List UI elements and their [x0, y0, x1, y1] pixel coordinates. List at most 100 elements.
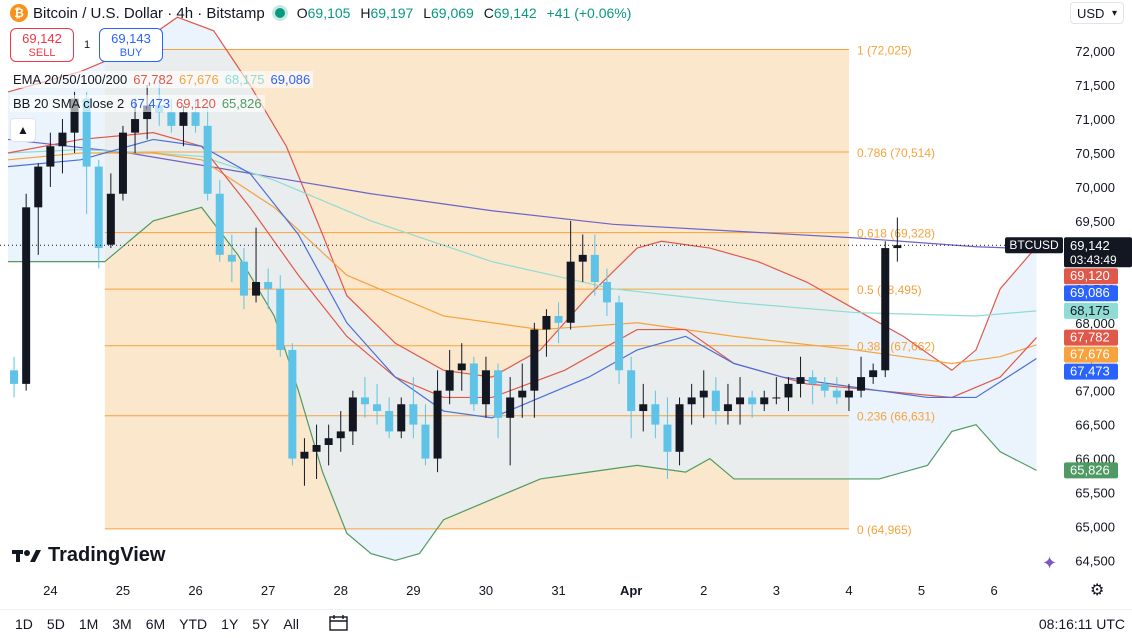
- candle-body: [300, 451, 309, 459]
- fib-label-0.382: 0.382 (67,662): [857, 340, 935, 354]
- candle-40: [494, 363, 503, 439]
- candle-30: [373, 383, 382, 425]
- candle-63: [772, 377, 781, 405]
- candle-body: [409, 404, 418, 425]
- bb-legend[interactable]: BB 20 SMA close 2 67,473 69,120 65,826: [10, 95, 265, 112]
- candle-72: [881, 241, 890, 378]
- candle-60: [736, 377, 745, 425]
- range-1m[interactable]: 1M: [78, 616, 99, 632]
- x-tick-label: 30: [479, 583, 493, 598]
- candle-43: [530, 322, 539, 418]
- candle-body: [421, 424, 430, 459]
- candle-42: [518, 363, 527, 418]
- candle-59: [723, 383, 732, 425]
- candle-body: [58, 132, 67, 147]
- candle-66: [808, 370, 817, 405]
- candle-55: [675, 397, 684, 466]
- range-3m[interactable]: 3M: [112, 616, 132, 632]
- candle-27: [336, 411, 345, 452]
- gear-icon[interactable]: ⚙: [1090, 582, 1105, 599]
- bb-lower-tag-bg: [1064, 462, 1118, 479]
- price-tag-countdown: 03:43:49: [1070, 253, 1117, 267]
- candle-32: [397, 397, 406, 439]
- y-tick-label: 68,000: [1075, 316, 1115, 331]
- bb-lower-tag-text: 65,826: [1070, 462, 1110, 477]
- candle-body: [22, 207, 31, 384]
- candle-body: [869, 370, 878, 378]
- range-1d[interactable]: 1D: [15, 616, 33, 632]
- candle-9: [118, 125, 127, 201]
- candle-body: [312, 444, 321, 452]
- candle-49: [602, 268, 611, 316]
- candle-body: [639, 404, 648, 412]
- candle-25: [312, 424, 321, 479]
- candle-body: [10, 370, 19, 384]
- y-tick-label: 70,500: [1075, 146, 1115, 161]
- candle-body: [651, 404, 660, 425]
- ema100-tag-bg: [1064, 302, 1118, 319]
- collapse-legend-icon[interactable]: ▲: [10, 118, 36, 142]
- candle-14: [179, 105, 188, 147]
- range-ytd[interactable]: YTD: [179, 616, 208, 632]
- ema100-tag: 68,175: [1064, 302, 1118, 319]
- range-1y[interactable]: 1Y: [221, 616, 239, 632]
- x-tick-label: 28: [334, 583, 348, 598]
- candle-body: [881, 248, 890, 371]
- candle-35: [433, 370, 442, 473]
- range-5y[interactable]: 5Y: [252, 616, 270, 632]
- fib-label-1: 1 (72,025): [857, 43, 912, 57]
- candle-body: [590, 254, 599, 283]
- candle-body: [385, 411, 394, 432]
- tradingview-logo: TradingView: [12, 544, 165, 567]
- candle-37: [457, 343, 466, 391]
- candle-body: [578, 254, 587, 262]
- candle-body: [820, 383, 829, 391]
- bb-lower-line: [8, 206, 1037, 562]
- ema-legend[interactable]: EMA 20/50/100/200 67,782 67,676 68,175 6…: [10, 71, 314, 88]
- buy-button[interactable]: 69,143 BUY: [99, 28, 163, 62]
- candle-body: [784, 383, 793, 398]
- bb-lower-tag: 65,826: [1064, 462, 1118, 479]
- candle-41: [506, 377, 515, 466]
- sparkle-icon[interactable]: ✦: [1042, 553, 1058, 573]
- candle-body: [118, 132, 127, 194]
- y-tick-label: 71,000: [1075, 112, 1115, 127]
- change-readout: +41 (+0.06%): [546, 5, 632, 21]
- candle-39: [481, 356, 490, 418]
- candle-11: [143, 85, 152, 140]
- sell-button[interactable]: 69,142 SELL: [10, 28, 74, 62]
- candle-56: [687, 383, 696, 425]
- candle-46: [566, 220, 575, 330]
- range-5d[interactable]: 5D: [46, 616, 65, 632]
- ema20-tag-text: 67,782: [1070, 330, 1110, 345]
- bb-upper-tag-bg: [1064, 268, 1118, 285]
- bb-basis-tag-text: 67,473: [1070, 364, 1110, 379]
- candle-body: [675, 404, 684, 452]
- range-6m[interactable]: 6M: [145, 616, 166, 632]
- candle-body: [687, 397, 696, 405]
- candle-1: [22, 193, 31, 391]
- bb-upper-line: [7, 16, 1037, 378]
- range-all[interactable]: All: [283, 616, 299, 632]
- time-axis: 24 25 26 27 28 29 30 31 Apr 2 3 4 5 6: [43, 583, 998, 598]
- ema200-tag: 69,086: [1064, 285, 1118, 302]
- candle-23: [288, 343, 297, 466]
- tradingview-logo-icon: [12, 549, 41, 562]
- candle-body: [348, 397, 357, 432]
- candle-64: [784, 377, 793, 412]
- symbol-title[interactable]: Bitcoin / U.S. Dollar · 4h · Bitstamp: [33, 4, 265, 22]
- candle-body: [167, 112, 176, 126]
- candle-body: [239, 261, 248, 296]
- candle-26: [324, 424, 333, 466]
- candle-body: [46, 146, 55, 167]
- x-tick-label: 6: [991, 583, 998, 598]
- calendar-icon[interactable]: [329, 614, 349, 635]
- y-tick-label: 65,500: [1075, 486, 1115, 501]
- candle-body: [191, 112, 200, 126]
- currency-select[interactable]: USD ▾: [1070, 2, 1124, 24]
- candle-57: [699, 370, 708, 418]
- candle-body: [723, 404, 732, 412]
- utc-clock[interactable]: 08:16:11 UTC: [1038, 616, 1125, 632]
